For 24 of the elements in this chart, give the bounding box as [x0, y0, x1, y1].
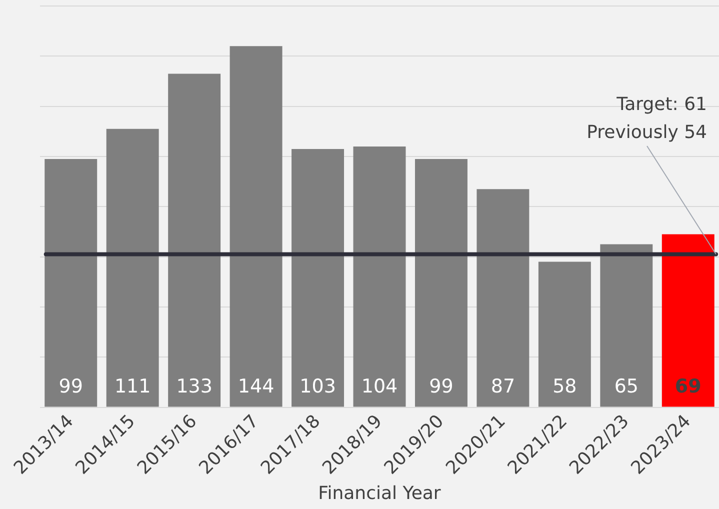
bar [292, 148, 344, 407]
data-label: 103 [300, 376, 336, 398]
data-label: 65 [614, 376, 639, 398]
bar [662, 234, 714, 407]
x-axis-title: Financial Year [318, 482, 442, 504]
bar [168, 74, 221, 407]
bar [538, 262, 591, 407]
data-label: 99 [58, 376, 83, 398]
bar [414, 158, 468, 407]
data-label: 133 [176, 376, 212, 398]
data-label: 111 [114, 376, 151, 398]
data-label: 144 [238, 376, 274, 398]
data-label: 58 [552, 376, 577, 398]
annotation: Target: 61 Previously 54 [586, 94, 707, 143]
data-label: 104 [361, 376, 398, 398]
bar [353, 146, 406, 407]
data-label: 99 [429, 376, 454, 398]
bar [230, 46, 282, 407]
bar [44, 158, 98, 407]
bar [476, 189, 530, 407]
bar [106, 128, 159, 407]
data-label: 69 [674, 376, 702, 398]
data-label: 87 [490, 376, 516, 398]
bar [600, 244, 653, 407]
